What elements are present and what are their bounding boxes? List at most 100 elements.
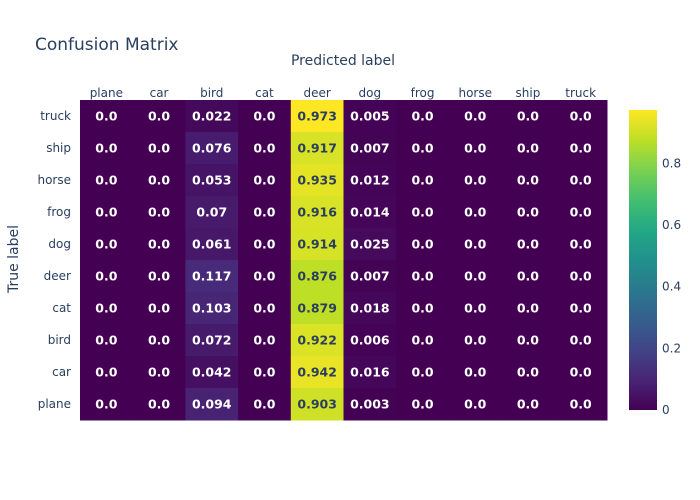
heatmap-cell	[554, 292, 608, 325]
heatmap-cell	[238, 164, 292, 197]
cell-value-label: 0.942	[297, 365, 337, 380]
cell-value-label: 0.103	[192, 301, 232, 316]
heatmap-cell	[448, 228, 503, 261]
cell-value-label: 0.061	[192, 237, 232, 252]
heatmap-cell	[396, 292, 450, 325]
y-tick-label: car	[52, 365, 71, 379]
heatmap-cell	[448, 100, 503, 133]
heatmap-cell	[132, 292, 186, 325]
cell-value-label: 0.014	[350, 205, 390, 220]
cell-value-label: 0.0	[464, 173, 486, 188]
cell-value-label: 0.0	[570, 333, 592, 348]
cell-value-label: 0.0	[95, 301, 117, 316]
cell-value-label: 0.072	[192, 333, 232, 348]
heatmap-cell	[554, 228, 608, 261]
x-axis-ticks: plane car bird cat deer dog frog horse ship truck	[90, 86, 596, 100]
colorbar: 0 0.2 0.4 0.6 0.8	[629, 110, 681, 417]
cell-value-label: 0.0	[148, 301, 170, 316]
colorbar-tick-label: 0.8	[662, 156, 681, 170]
x-tick-label: dog	[359, 86, 382, 100]
cell-value-label: 0.0	[148, 269, 170, 284]
chart-title: Confusion Matrix	[35, 35, 179, 55]
cell-value-label: 0.005	[350, 109, 390, 124]
cell-value-label: 0.0	[95, 365, 117, 380]
heatmap-cell	[238, 260, 292, 293]
heatmap-cell	[185, 164, 239, 197]
cell-value-label: 0.0	[95, 173, 117, 188]
heatmap-cell	[185, 356, 239, 389]
heatmap-cell	[343, 228, 397, 261]
heatmap-cell	[554, 388, 608, 421]
x-tick-label: horse	[458, 86, 492, 100]
heatmap-cell	[238, 228, 292, 261]
cell-value-label: 0.0	[148, 397, 170, 412]
heatmap-cell	[290, 164, 344, 197]
heatmap-cell	[132, 324, 186, 357]
y-tick-label: truck	[40, 109, 71, 123]
heatmap-cell	[132, 228, 186, 261]
heatmap-cell	[343, 164, 397, 197]
cell-value-label: 0.916	[297, 205, 337, 220]
cell-value-label: 0.0	[411, 173, 433, 188]
cell-value-label: 0.0	[95, 205, 117, 220]
cell-value-label: 0.0	[253, 173, 275, 188]
y-tick-label: frog	[47, 205, 71, 219]
heatmap-cell	[238, 356, 292, 389]
heatmap-cell	[238, 196, 292, 229]
heatmap-cell	[448, 164, 503, 197]
cell-value-label: 0.0	[148, 173, 170, 188]
y-axis-title: True label	[6, 225, 22, 294]
heatmap-cell	[554, 100, 608, 133]
heatmap-cell	[238, 388, 292, 421]
cell-value-label: 0.0	[517, 205, 539, 220]
cell-value-label: 0.0	[95, 141, 117, 156]
y-tick-label: deer	[44, 269, 71, 283]
heatmap-cell	[396, 100, 450, 133]
cell-value-label: 0.076	[192, 141, 232, 156]
cell-value-label: 0.0	[411, 333, 433, 348]
cell-value-label: 0.022	[192, 109, 232, 124]
heatmap-cell	[80, 292, 134, 325]
cell-value-label: 0.0	[517, 141, 539, 156]
heatmap-cell	[290, 196, 344, 229]
heatmap-cell	[132, 388, 186, 421]
heatmap-cell	[343, 132, 397, 165]
cell-value-label: 0.0	[570, 205, 592, 220]
heatmap-cell	[290, 292, 344, 325]
heatmap-cell	[501, 164, 555, 197]
cell-value-label: 0.0	[570, 173, 592, 188]
heatmap-cell	[448, 196, 503, 229]
y-tick-label: cat	[52, 301, 71, 315]
cell-value-label: 0.117	[192, 269, 232, 284]
colorbar-gradient	[629, 110, 657, 410]
cell-value-label: 0.07	[196, 205, 227, 220]
cell-value-label: 0.0	[517, 269, 539, 284]
cell-value-label: 0.876	[297, 269, 337, 284]
cell-value-label: 0.0	[253, 109, 275, 124]
heatmap-cells: 0.0 0.0 0.022 0.0 0.973 0.005 0.0 0.0 0.0 0.00.0 0…	[80, 100, 608, 421]
heatmap-cell	[290, 228, 344, 261]
cell-value-label: 0.0	[253, 205, 275, 220]
heatmap-cell	[501, 388, 555, 421]
cell-value-label: 0.0	[95, 269, 117, 284]
heatmap-cell	[448, 260, 503, 293]
cell-value-label: 0.0	[411, 237, 433, 252]
heatmap-cell	[343, 100, 397, 133]
heatmap-cell	[80, 132, 134, 165]
heatmap-cell	[290, 100, 344, 133]
cell-value-label: 0.0	[95, 109, 117, 124]
heatmap-cell	[290, 324, 344, 357]
heatmap-cell	[80, 100, 134, 133]
cell-value-label: 0.0	[464, 237, 486, 252]
x-tick-label: truck	[565, 86, 596, 100]
cell-value-label: 0.0	[148, 237, 170, 252]
heatmap-cell	[554, 356, 608, 389]
x-tick-label: frog	[411, 86, 435, 100]
cell-value-label: 0.0	[570, 365, 592, 380]
cell-value-label: 0.0	[517, 109, 539, 124]
heatmap-cell	[501, 228, 555, 261]
heatmap-cell	[554, 196, 608, 229]
heatmap-cell	[238, 324, 292, 357]
cell-value-label: 0.0	[148, 205, 170, 220]
cell-value-label: 0.016	[350, 365, 390, 380]
